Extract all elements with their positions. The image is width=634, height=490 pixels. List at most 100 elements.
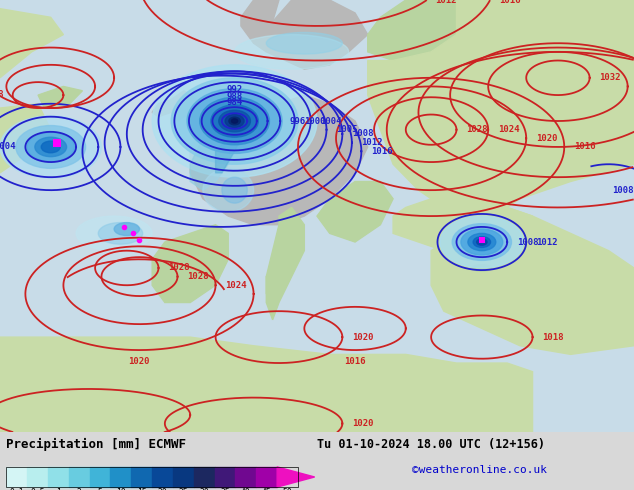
- Text: 1016: 1016: [344, 357, 366, 366]
- Text: 2: 2: [77, 488, 82, 490]
- Text: 1000: 1000: [304, 117, 326, 125]
- Text: 0.1: 0.1: [10, 488, 24, 490]
- Text: 996: 996: [290, 117, 306, 125]
- Text: 15: 15: [137, 488, 146, 490]
- Text: ©weatheronline.co.uk: ©weatheronline.co.uk: [412, 465, 547, 475]
- Text: 5: 5: [98, 488, 103, 490]
- Polygon shape: [0, 104, 51, 173]
- Text: 40: 40: [241, 488, 251, 490]
- Text: 45: 45: [262, 488, 271, 490]
- Text: 1020: 1020: [128, 357, 150, 366]
- Ellipse shape: [171, 78, 298, 164]
- Bar: [215, 467, 235, 487]
- Text: 1028: 1028: [168, 264, 190, 272]
- Ellipse shape: [187, 89, 282, 153]
- Text: 1: 1: [56, 488, 61, 490]
- Text: Tu 01-10-2024 18.00 UTC (12+156): Tu 01-10-2024 18.00 UTC (12+156): [317, 438, 545, 451]
- Text: 0.5: 0.5: [30, 488, 45, 490]
- Text: 30: 30: [199, 488, 209, 490]
- Text: 1016: 1016: [574, 143, 595, 151]
- Polygon shape: [0, 337, 533, 432]
- Text: 1020: 1020: [536, 134, 557, 143]
- Polygon shape: [171, 91, 197, 121]
- Ellipse shape: [98, 222, 143, 244]
- Polygon shape: [277, 467, 314, 487]
- Bar: [131, 467, 152, 487]
- Ellipse shape: [16, 125, 86, 169]
- Bar: [110, 467, 131, 487]
- Text: 1005: 1005: [336, 125, 358, 134]
- Ellipse shape: [235, 35, 349, 69]
- Text: 1012: 1012: [361, 138, 383, 147]
- Ellipse shape: [35, 137, 67, 157]
- Text: 1008: 1008: [517, 238, 538, 246]
- Polygon shape: [368, 0, 634, 225]
- Ellipse shape: [152, 65, 317, 177]
- Polygon shape: [152, 99, 171, 117]
- Text: 1016: 1016: [499, 0, 521, 5]
- Ellipse shape: [468, 233, 496, 251]
- Ellipse shape: [231, 119, 238, 123]
- Polygon shape: [317, 181, 393, 242]
- Text: 50: 50: [283, 488, 292, 490]
- Text: 1016: 1016: [371, 147, 392, 156]
- Ellipse shape: [114, 222, 139, 236]
- Bar: [152, 467, 173, 487]
- Text: 1032: 1032: [599, 74, 621, 82]
- Text: 1020: 1020: [352, 333, 373, 342]
- Ellipse shape: [200, 97, 269, 145]
- Polygon shape: [216, 138, 241, 173]
- Ellipse shape: [219, 110, 250, 132]
- Ellipse shape: [229, 117, 240, 125]
- Text: 1008: 1008: [0, 91, 3, 99]
- Text: 20: 20: [158, 488, 167, 490]
- Ellipse shape: [203, 169, 254, 212]
- Ellipse shape: [266, 32, 342, 54]
- Ellipse shape: [27, 132, 75, 162]
- Ellipse shape: [0, 116, 101, 178]
- Text: 992: 992: [226, 85, 243, 94]
- Bar: [27, 467, 48, 487]
- Text: 984: 984: [226, 98, 243, 107]
- Ellipse shape: [461, 229, 503, 255]
- Polygon shape: [368, 0, 456, 60]
- Bar: [6, 467, 27, 487]
- Text: 10: 10: [116, 488, 126, 490]
- Text: 1012: 1012: [536, 238, 557, 246]
- Ellipse shape: [210, 105, 259, 137]
- Text: 1024: 1024: [498, 125, 519, 134]
- Bar: [194, 467, 215, 487]
- Text: 1008: 1008: [612, 186, 634, 195]
- Text: 1018: 1018: [542, 333, 564, 342]
- Text: 988: 988: [226, 92, 243, 101]
- Text: 1004: 1004: [0, 142, 16, 151]
- Ellipse shape: [76, 216, 152, 251]
- Ellipse shape: [473, 237, 491, 247]
- Polygon shape: [266, 268, 279, 294]
- Text: 1004: 1004: [320, 117, 342, 125]
- Polygon shape: [393, 199, 533, 251]
- Text: 1028: 1028: [187, 272, 209, 281]
- Ellipse shape: [41, 141, 60, 153]
- Bar: [173, 467, 194, 487]
- Text: 1028: 1028: [466, 125, 488, 134]
- Text: 1024: 1024: [225, 281, 247, 290]
- Polygon shape: [279, 251, 292, 272]
- Polygon shape: [241, 0, 279, 43]
- Text: 1020: 1020: [352, 419, 373, 428]
- Bar: [256, 467, 277, 487]
- Bar: [6, 467, 298, 487]
- Polygon shape: [190, 95, 368, 225]
- Polygon shape: [38, 86, 82, 108]
- Text: 1012: 1012: [436, 0, 457, 5]
- Polygon shape: [254, 0, 368, 69]
- Text: 25: 25: [179, 488, 188, 490]
- Ellipse shape: [472, 265, 491, 271]
- Polygon shape: [431, 207, 634, 354]
- Ellipse shape: [225, 115, 244, 127]
- Text: Precipitation [mm] ECMWF: Precipitation [mm] ECMWF: [6, 438, 186, 451]
- Ellipse shape: [477, 239, 487, 245]
- Bar: [48, 467, 69, 487]
- Polygon shape: [266, 207, 304, 320]
- Bar: [69, 467, 89, 487]
